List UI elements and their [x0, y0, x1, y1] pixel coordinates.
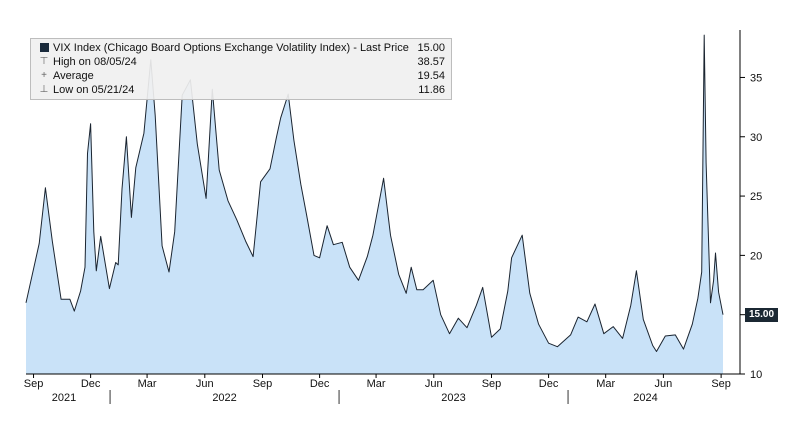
legend-high-row: ⊤ High on 08/05/24 38.57 — [39, 55, 445, 69]
low-marker-icon: ⊥ — [39, 84, 49, 95]
year-label: 2021 — [52, 392, 76, 404]
x-tick-label: Sep — [24, 378, 44, 390]
x-tick-label: Sep — [711, 378, 731, 390]
legend-series-row: VIX Index (Chicago Board Options Exchang… — [39, 41, 445, 55]
legend-average-value: 19.54 — [417, 70, 445, 82]
legend-low-label: Low on 05/21/24 — [53, 84, 135, 96]
average-marker-icon: + — [41, 70, 47, 81]
legend-low-row: ⊥ Low on 05/21/24 11.86 — [39, 83, 445, 97]
y-tick-label: 35 — [750, 72, 762, 84]
y-tick-label: 30 — [750, 132, 762, 144]
year-label: 2024 — [633, 392, 657, 404]
year-labels: 2021 2022 2023 2024 — [52, 390, 658, 404]
legend-high-label: High on 08/05/24 — [53, 56, 137, 68]
x-tick-label: Mar — [596, 378, 615, 390]
legend-average-label: Average — [53, 70, 94, 82]
y-tick-label: 10 — [750, 369, 762, 381]
legend-average-row: + Average 19.54 — [39, 69, 445, 83]
year-label: 2022 — [212, 392, 236, 404]
x-tick-label: Sep — [253, 378, 273, 390]
x-tick-label: Jun — [655, 378, 673, 390]
x-tick-label: Dec — [539, 378, 559, 390]
y-tick-label: 20 — [750, 250, 762, 262]
year-label: 2023 — [441, 392, 465, 404]
x-tick-label: Sep — [482, 378, 502, 390]
x-tick-label: Dec — [81, 378, 101, 390]
x-tick-label: Dec — [310, 378, 330, 390]
x-tick-label: Mar — [367, 378, 386, 390]
y-axis-ticks: 101520253035 — [740, 72, 762, 381]
last-price-badge: 15.00 — [745, 307, 778, 322]
legend-last-value: 15.00 — [417, 42, 445, 54]
series-swatch-icon — [40, 43, 49, 52]
x-tick-label: Jun — [196, 378, 214, 390]
legend-high-value: 38.57 — [417, 56, 445, 68]
high-marker-icon: ⊤ — [39, 56, 49, 67]
legend-series-label: VIX Index (Chicago Board Options Exchang… — [53, 42, 409, 54]
chart-legend: VIX Index (Chicago Board Options Exchang… — [30, 38, 452, 100]
x-axis-ticks: Sep Dec Mar Jun Sep Dec Mar Jun Sep Dec Mar Jun Sep — [24, 374, 731, 390]
x-tick-label: Jun — [425, 378, 443, 390]
legend-low-value: 11.86 — [418, 84, 445, 96]
x-tick-label: Mar — [138, 378, 157, 390]
plot-area — [25, 34, 724, 374]
y-tick-label: 25 — [750, 191, 762, 203]
series-line — [25, 34, 724, 352]
series-area — [26, 35, 723, 374]
